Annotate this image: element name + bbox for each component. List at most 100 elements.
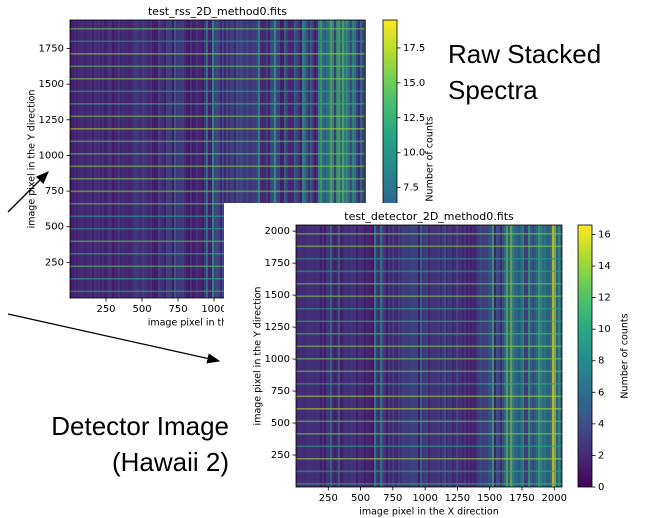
heatmap-column — [508, 225, 510, 487]
heatmap-column — [374, 225, 376, 487]
heatmap-column — [310, 225, 312, 487]
heatmap-column — [464, 225, 466, 487]
heatmap-column — [372, 225, 374, 487]
heatmap-column — [480, 225, 482, 487]
heatmap-row — [296, 470, 562, 473]
heatmap-column — [434, 225, 436, 487]
heatmap-column — [288, 20, 290, 298]
heatmap-column — [208, 20, 210, 298]
heatmap-row — [296, 358, 562, 360]
heatmap-column — [504, 225, 506, 487]
y-tick-label: 500 — [45, 222, 64, 233]
heatmap-column — [340, 225, 342, 487]
heatmap-row — [296, 458, 562, 460]
heatmap-column — [236, 20, 238, 298]
heatmap-row — [70, 178, 365, 180]
heatmap-column — [140, 20, 142, 298]
heatmap-row — [70, 28, 365, 30]
colorbar-tick-label: 0 — [598, 482, 604, 493]
heatmap-column — [532, 225, 534, 487]
heatmap-column — [376, 225, 378, 487]
heatmap-column — [350, 225, 352, 487]
x-tick-label: 1000 — [412, 493, 437, 504]
heatmap-column — [538, 225, 540, 487]
heatmap-column — [466, 225, 468, 487]
heatmap-column — [92, 20, 94, 298]
heatmap-column — [448, 225, 450, 487]
heatmap-column — [116, 20, 118, 298]
heatmap-column — [474, 225, 476, 487]
heatmap-column — [98, 20, 100, 298]
heatmap-column — [422, 225, 424, 487]
heatmap-column — [162, 20, 164, 298]
colorbar-label: Number of counts — [620, 313, 631, 398]
heatmap-row — [70, 290, 365, 293]
heatmap-column — [124, 20, 126, 298]
heatmap-column — [350, 20, 352, 298]
heatmap-column — [420, 225, 422, 487]
heatmap-column — [344, 20, 346, 298]
heatmap-column — [212, 20, 214, 298]
heatmap-column — [254, 20, 256, 298]
heatmap-column — [294, 20, 296, 298]
heatmap-row — [296, 320, 562, 323]
heatmap-column — [546, 225, 548, 487]
heatmap-column — [118, 20, 120, 298]
y-tick-label: 750 — [45, 186, 64, 197]
heatmap-column — [432, 225, 434, 487]
heatmap-column — [352, 225, 354, 487]
heatmap-column — [86, 20, 88, 298]
heatmap-column — [298, 20, 300, 298]
heatmap-row — [296, 420, 562, 423]
heatmap-column — [328, 20, 330, 298]
heatmap-column — [382, 225, 384, 487]
heatmap-column — [238, 20, 240, 298]
heatmap-column — [506, 225, 508, 487]
heatmap-column — [384, 225, 386, 487]
heatmap-column — [332, 20, 334, 298]
heatmap-column — [186, 20, 188, 298]
heatmap-column — [96, 20, 98, 298]
annotation: Spectra — [448, 75, 538, 105]
heatmap-column — [358, 225, 360, 487]
heatmap-column — [346, 225, 348, 487]
heatmap-column — [264, 20, 266, 298]
heatmap-column — [330, 20, 332, 298]
heatmap-column — [552, 225, 554, 487]
heatmap-column — [280, 20, 282, 298]
heatmap-column — [454, 225, 456, 487]
heatmap-column — [452, 225, 454, 487]
heatmap-row — [70, 153, 365, 155]
heatmap-column — [72, 20, 74, 298]
y-axis-label: image pixel in the Y direction — [253, 287, 264, 426]
heatmap-column — [292, 20, 294, 298]
heatmap-column — [548, 225, 550, 487]
heatmap-column — [392, 225, 394, 487]
colorbar-tick-label: 6 — [598, 387, 604, 398]
heatmap-column — [346, 20, 348, 298]
heatmap-row — [70, 53, 365, 55]
heatmap-column — [234, 20, 236, 298]
heatmap-column — [484, 225, 486, 487]
heatmap-column — [222, 20, 224, 298]
heatmap-column — [472, 225, 474, 487]
heatmap-column — [276, 20, 278, 298]
heatmap-column — [282, 20, 284, 298]
heatmap-column — [262, 20, 264, 298]
colorbar-tick-label: 10.0 — [403, 148, 425, 159]
heatmap-column — [184, 20, 186, 298]
heatmap-column — [354, 20, 356, 298]
heatmap-column — [460, 225, 462, 487]
heatmap-column — [130, 20, 132, 298]
heatmap-column — [424, 225, 426, 487]
plot-frame — [295, 224, 563, 488]
heatmap-column — [318, 20, 320, 298]
heatmap-row — [70, 265, 365, 268]
heatmap-row — [296, 483, 562, 485]
heatmap-column — [428, 225, 430, 487]
heatmap-column — [332, 225, 334, 487]
y-tick-label: 750 — [271, 386, 290, 397]
heatmap-column — [536, 225, 538, 487]
